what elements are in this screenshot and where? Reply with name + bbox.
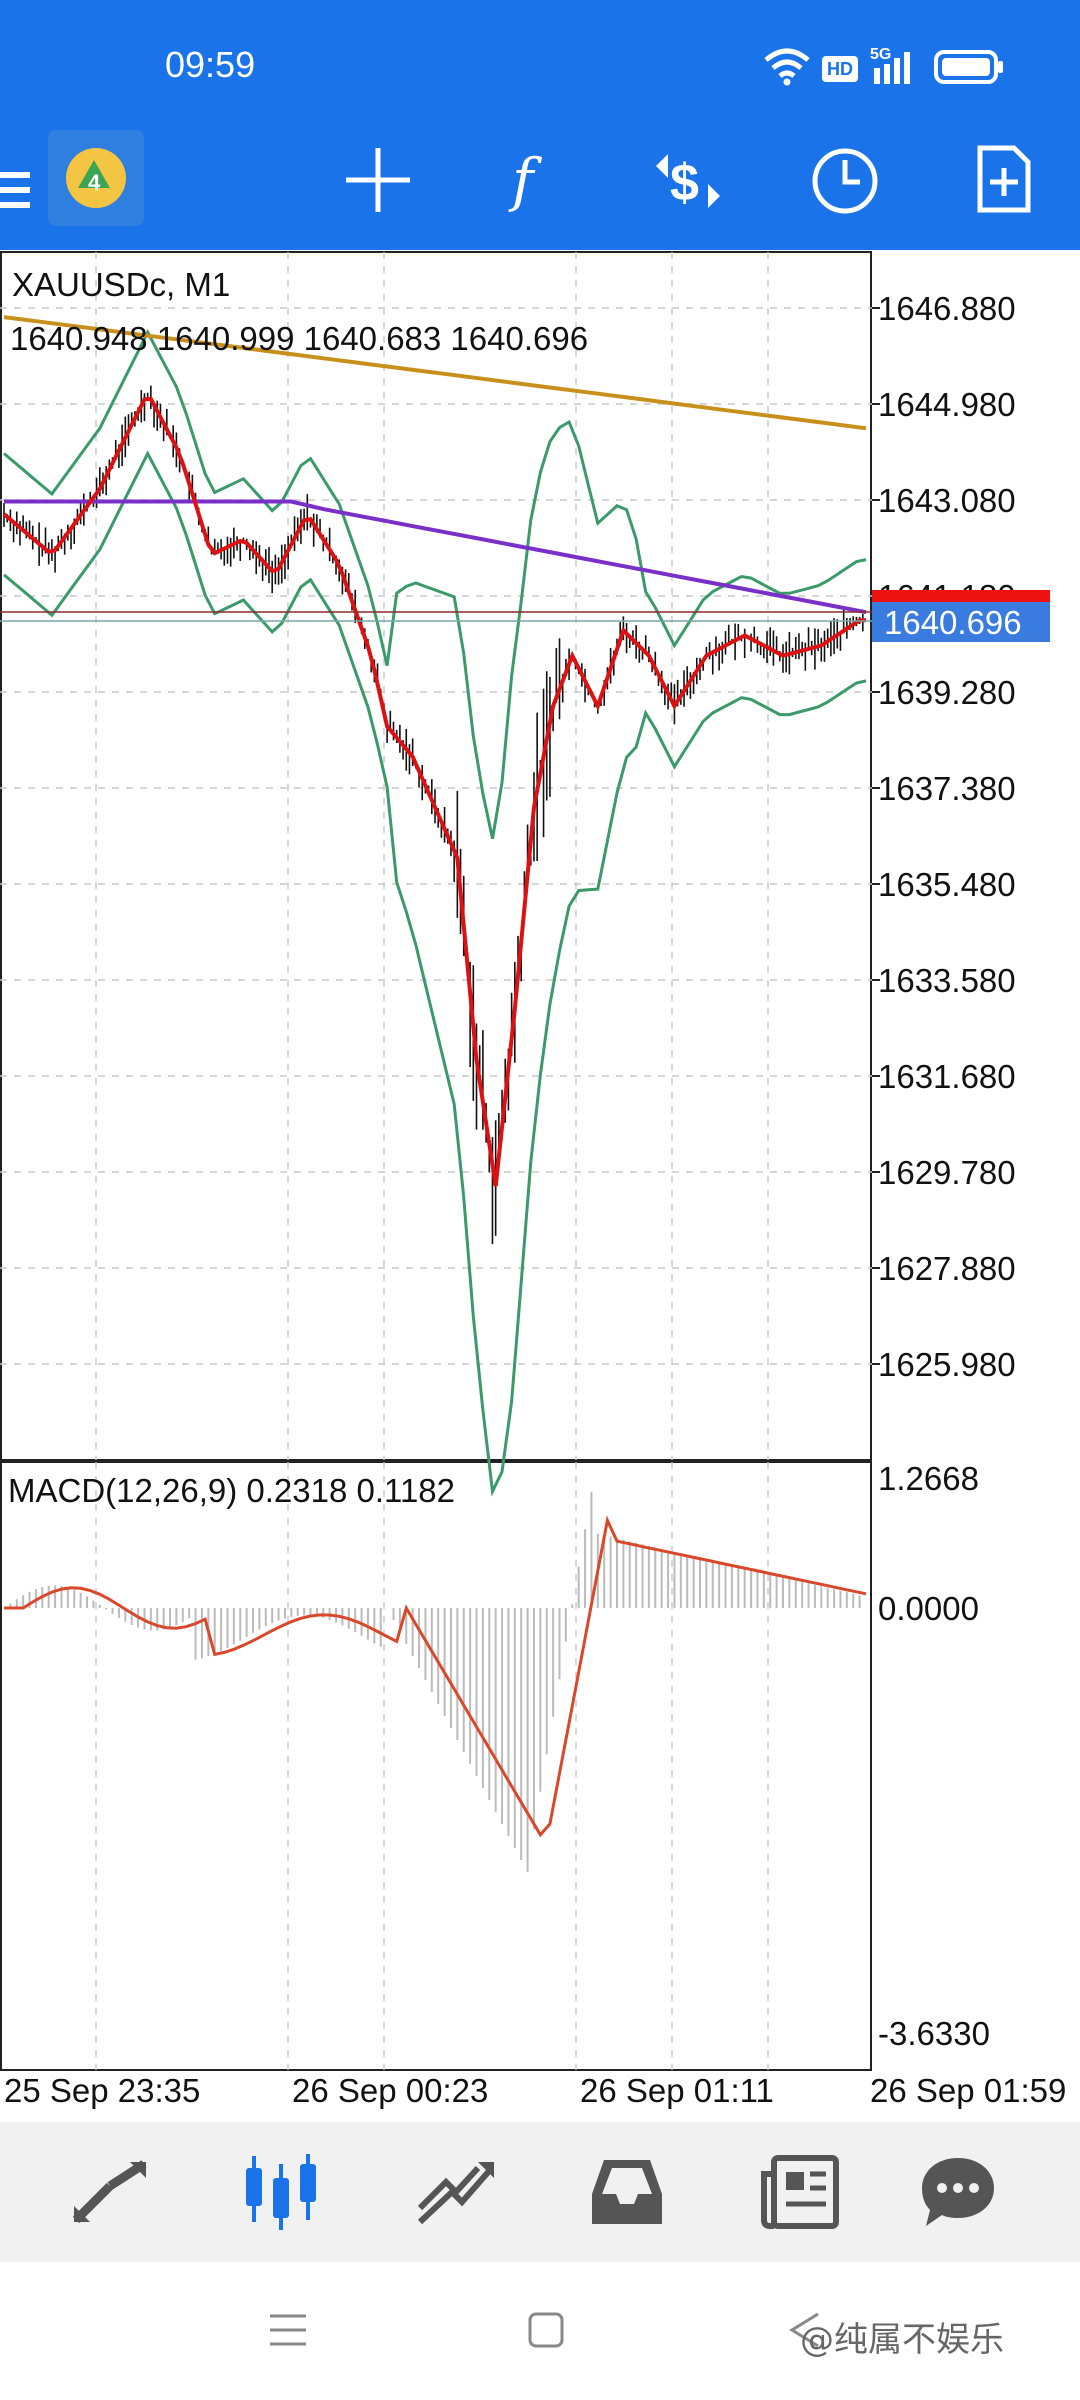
symbol-label: XAUUSDc, M1	[12, 266, 230, 303]
chart-icon[interactable]	[240, 2152, 322, 2232]
home-icon[interactable]	[526, 2310, 566, 2350]
price-tick-label: 1646.880	[878, 290, 1016, 327]
chart-canvas[interactable]: 1646.8801644.9801643.0801641.1801639.280…	[0, 250, 1080, 2120]
price-axis: 1646.8801644.9801643.0801641.1801639.280…	[872, 290, 1016, 1383]
moving-averages	[2, 315, 867, 1187]
timeframe-icon[interactable]	[810, 146, 880, 216]
watermark-text: @纯属不娱乐	[800, 2320, 1004, 2360]
time-axis: 25 Sep 23:35 26 Sep 00:23 26 Sep 01:11 26 S…	[4, 2072, 1066, 2109]
time-tick-label: 26 Sep 01:11	[580, 2072, 774, 2109]
ask-price-marker	[872, 590, 1050, 604]
price-tick-label: 1637.380	[878, 770, 1016, 807]
add-chart-icon[interactable]	[974, 144, 1034, 214]
ma-slow-line	[3, 315, 867, 431]
chat-icon[interactable]	[918, 2154, 998, 2230]
status-time: 09:59	[165, 44, 256, 85]
menu-icon[interactable]	[0, 170, 32, 210]
price-tick-label: 1629.780	[878, 1154, 1016, 1191]
crosshair-icon[interactable]	[344, 146, 412, 214]
metatrader-logo[interactable]: 4	[48, 130, 144, 226]
system-navigation: @纯属不娱乐	[0, 2262, 1080, 2400]
back-icon[interactable]	[784, 2310, 824, 2350]
trade-icon[interactable]: $	[648, 146, 728, 216]
macd-label: MACD(12,26,9) 0.2318 0.1182	[8, 1472, 455, 1509]
time-tick-label: 25 Sep 23:35	[4, 2072, 200, 2109]
price-tick-label: 1644.980	[878, 386, 1016, 423]
hd-badge-text: HD	[827, 59, 853, 79]
quotes-icon[interactable]	[70, 2158, 150, 2228]
price-tick-label: 1625.980	[878, 1346, 1016, 1383]
news-icon[interactable]	[760, 2154, 840, 2230]
grid-lines	[0, 252, 872, 2070]
time-tick-label: 26 Sep 00:23	[292, 2072, 488, 2109]
price-tick-label: 1639.280	[878, 674, 1016, 711]
svg-text:4: 4	[88, 170, 101, 195]
ohlc-label: 1640.948 1640.999 1640.683 1640.696	[10, 320, 588, 357]
status-bar: 09:59 HD 5G	[0, 0, 1080, 130]
price-tick-label: 1635.480	[878, 866, 1016, 903]
price-panel	[0, 251, 872, 1461]
macd-tick-label: 1.2668	[878, 1460, 979, 1497]
macd-axis: 1.2668 0.0000 -3.6330	[878, 1460, 990, 2052]
signal-5g-icon: 5G	[870, 46, 922, 86]
macd-tick-label: -3.6330	[878, 2015, 990, 2052]
macd-signal-line	[4, 1515, 867, 1838]
macd-tick-label: 0.0000	[878, 1590, 979, 1627]
chart-area[interactable]: 1646.8801644.9801643.0801641.1801639.280…	[0, 250, 1080, 2120]
trade-nav-icon[interactable]	[416, 2158, 496, 2228]
svg-text:f: f	[508, 146, 543, 214]
hd-icon: HD	[822, 56, 858, 82]
history-icon[interactable]	[588, 2156, 666, 2228]
bottom-navigation	[0, 2122, 1080, 2262]
recents-icon[interactable]	[268, 2310, 308, 2350]
current-price-text: 1640.696	[884, 604, 1022, 641]
indicators-icon[interactable]: f	[506, 144, 556, 214]
price-tick-label: 1627.880	[878, 1250, 1016, 1287]
macd-series	[4, 1491, 867, 1872]
wifi-icon	[764, 48, 810, 86]
bollinger-lower	[3, 450, 867, 1497]
price-tick-label: 1633.580	[878, 962, 1016, 999]
ma-mid-line	[4, 499, 867, 615]
signal-badge-text: 5G	[870, 46, 892, 63]
price-tick-label: 1631.680	[878, 1058, 1016, 1095]
price-tick-label: 1643.080	[878, 482, 1016, 519]
battery-icon	[934, 50, 1003, 84]
time-tick-label: 26 Sep 01:59	[870, 2072, 1066, 2109]
macd-panel	[0, 1461, 872, 2071]
ma-fast-line	[2, 396, 866, 1187]
svg-text:$: $	[670, 154, 699, 212]
current-price-tag	[872, 602, 1050, 642]
chart-toolbar: 4 f $	[0, 130, 1080, 250]
